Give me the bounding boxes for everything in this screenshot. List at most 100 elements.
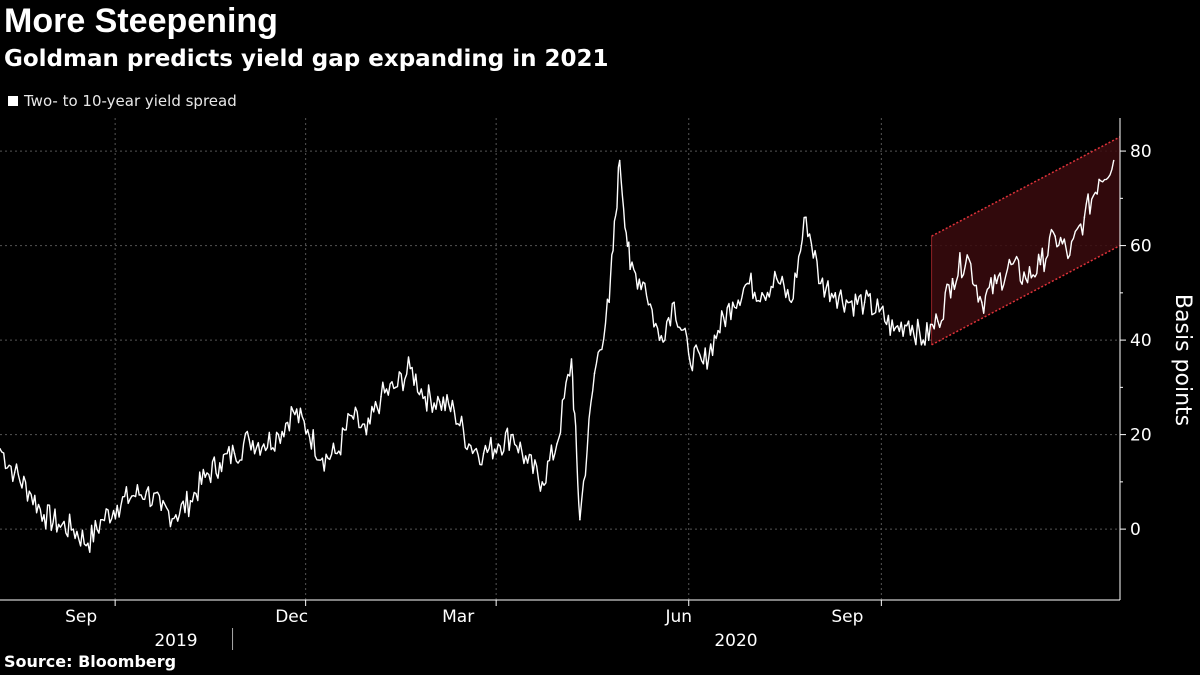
data-point	[966, 254, 968, 256]
data-point	[0, 447, 1, 450]
source-note: Source: Bloomberg	[4, 652, 177, 671]
data-point	[717, 329, 719, 332]
data-point	[424, 396, 426, 398]
data-point	[937, 320, 939, 322]
data-point	[608, 301, 610, 304]
data-point	[409, 367, 412, 370]
data-point	[145, 490, 148, 493]
data-point	[453, 410, 456, 412]
chart-subtitle: Goldman predicts yield gap expanding in …	[4, 46, 609, 72]
year-label: 2019	[154, 631, 197, 651]
x-tick-label: Sep	[65, 607, 97, 627]
data-point	[57, 523, 60, 526]
data-point	[819, 282, 822, 285]
data-point	[28, 490, 31, 493]
data-point	[687, 353, 690, 356]
data-point	[1054, 235, 1056, 237]
data-point	[336, 452, 338, 455]
y-tick-label: 80	[1130, 142, 1152, 162]
data-point	[482, 452, 485, 455]
data-point	[579, 518, 581, 521]
channel-fill	[931, 136, 1120, 345]
data-point	[526, 462, 529, 464]
data-point	[87, 542, 89, 545]
data-point	[556, 443, 558, 445]
data-point	[541, 481, 544, 483]
x-tick-label: Mar	[442, 607, 474, 627]
data-point	[1098, 178, 1100, 181]
data-point	[219, 462, 221, 464]
data-point	[394, 386, 397, 389]
data-point	[160, 509, 162, 512]
data-point	[658, 339, 661, 341]
data-point	[643, 282, 646, 285]
data-point	[380, 396, 382, 398]
data-point	[101, 518, 104, 521]
x-tick-label: Sep	[831, 607, 863, 627]
legend: Two- to 10-year yield spread	[8, 92, 237, 110]
data-point	[1024, 277, 1027, 280]
data-point	[233, 452, 236, 455]
y-tick-label: 40	[1130, 331, 1152, 351]
data-point	[878, 310, 881, 313]
data-point	[849, 301, 851, 304]
data-point	[277, 433, 280, 436]
data-point	[761, 292, 763, 294]
data-point	[775, 277, 778, 280]
data-point	[863, 301, 866, 304]
data-point	[834, 292, 837, 294]
data-point	[981, 301, 983, 304]
data-point	[248, 438, 250, 441]
trend-channel	[931, 136, 1121, 346]
data-point	[306, 429, 309, 431]
data-point	[189, 499, 192, 502]
data-point	[893, 329, 895, 332]
year-label: 2020	[714, 631, 757, 651]
data-point	[350, 414, 353, 417]
data-point	[790, 301, 793, 304]
x-tick-label: Jun	[664, 607, 692, 627]
data-point	[438, 400, 441, 403]
data-point	[593, 372, 596, 374]
data-point	[702, 362, 705, 365]
data-point	[175, 514, 177, 516]
data-point	[907, 320, 910, 322]
data-point	[951, 277, 954, 280]
data-point	[731, 301, 734, 304]
y-tick-label: 60	[1130, 237, 1152, 257]
data-point	[262, 443, 265, 445]
data-point	[512, 433, 514, 436]
data-point	[131, 495, 133, 497]
y-tick-label: 20	[1130, 426, 1152, 446]
data-point	[570, 358, 573, 360]
data-point	[72, 528, 75, 530]
series-line	[0, 159, 1115, 553]
data-point	[468, 443, 470, 445]
series-layer	[0, 159, 1115, 553]
channel-upper-line	[931, 136, 1121, 237]
y-axis-label: Basis points	[1170, 294, 1195, 426]
data-point	[43, 514, 45, 516]
data-point	[1112, 159, 1115, 162]
data-point	[13, 471, 16, 474]
data-point	[497, 443, 500, 445]
data-point	[365, 433, 368, 436]
data-point	[1039, 263, 1042, 266]
x-tick-label: Dec	[275, 607, 308, 627]
data-point	[805, 216, 807, 219]
data-point	[1083, 216, 1086, 219]
data-point	[1010, 263, 1012, 266]
data-point	[922, 339, 925, 341]
data-point	[292, 410, 294, 412]
legend-label: Two- to 10-year yield spread	[24, 92, 237, 110]
axes: 0 20 40 60 80 Sep Dec Mar Jun Sep 2019 2020	[0, 118, 1152, 651]
data-point	[746, 282, 749, 285]
data-point	[618, 159, 621, 162]
data-point	[995, 282, 998, 285]
chart-title: More Steepening	[4, 2, 278, 40]
data-point	[629, 268, 631, 271]
data-point	[1068, 254, 1071, 256]
data-point	[673, 301, 675, 304]
legend-swatch	[8, 96, 18, 106]
